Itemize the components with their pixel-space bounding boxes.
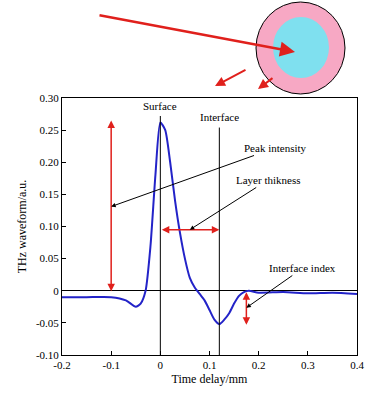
svg-text:0: 0 (158, 359, 164, 371)
svg-text:Time delay/mm: Time delay/mm (172, 372, 249, 386)
svg-text:0.2: 0.2 (252, 359, 266, 371)
svg-text:Peak intensity: Peak intensity (244, 142, 307, 154)
svg-text:0.30: 0.30 (40, 92, 60, 104)
svg-text:0.10: 0.10 (40, 220, 60, 232)
svg-text:0.3: 0.3 (301, 359, 315, 371)
svg-text:0.20: 0.20 (40, 156, 60, 168)
svg-text:0.15: 0.15 (40, 188, 60, 200)
svg-text:-0.1: -0.1 (102, 359, 119, 371)
svg-text:0.4: 0.4 (350, 359, 364, 371)
svg-text:Surface: Surface (143, 100, 177, 112)
svg-text:0.25: 0.25 (40, 124, 60, 136)
svg-text:Interface index: Interface index (269, 262, 336, 274)
svg-text:0.1: 0.1 (203, 359, 217, 371)
svg-text:0: 0 (53, 285, 59, 297)
svg-text:-0.2: -0.2 (53, 359, 70, 371)
svg-text:THz waveform/a.u.: THz waveform/a.u. (15, 180, 29, 274)
svg-text:Interface: Interface (200, 111, 239, 123)
svg-text:Layer thikness: Layer thikness (236, 174, 300, 186)
svg-text:0.05: 0.05 (40, 252, 60, 264)
svg-text:-0.10: -0.10 (36, 349, 59, 361)
svg-text:-0.05: -0.05 (36, 317, 59, 329)
